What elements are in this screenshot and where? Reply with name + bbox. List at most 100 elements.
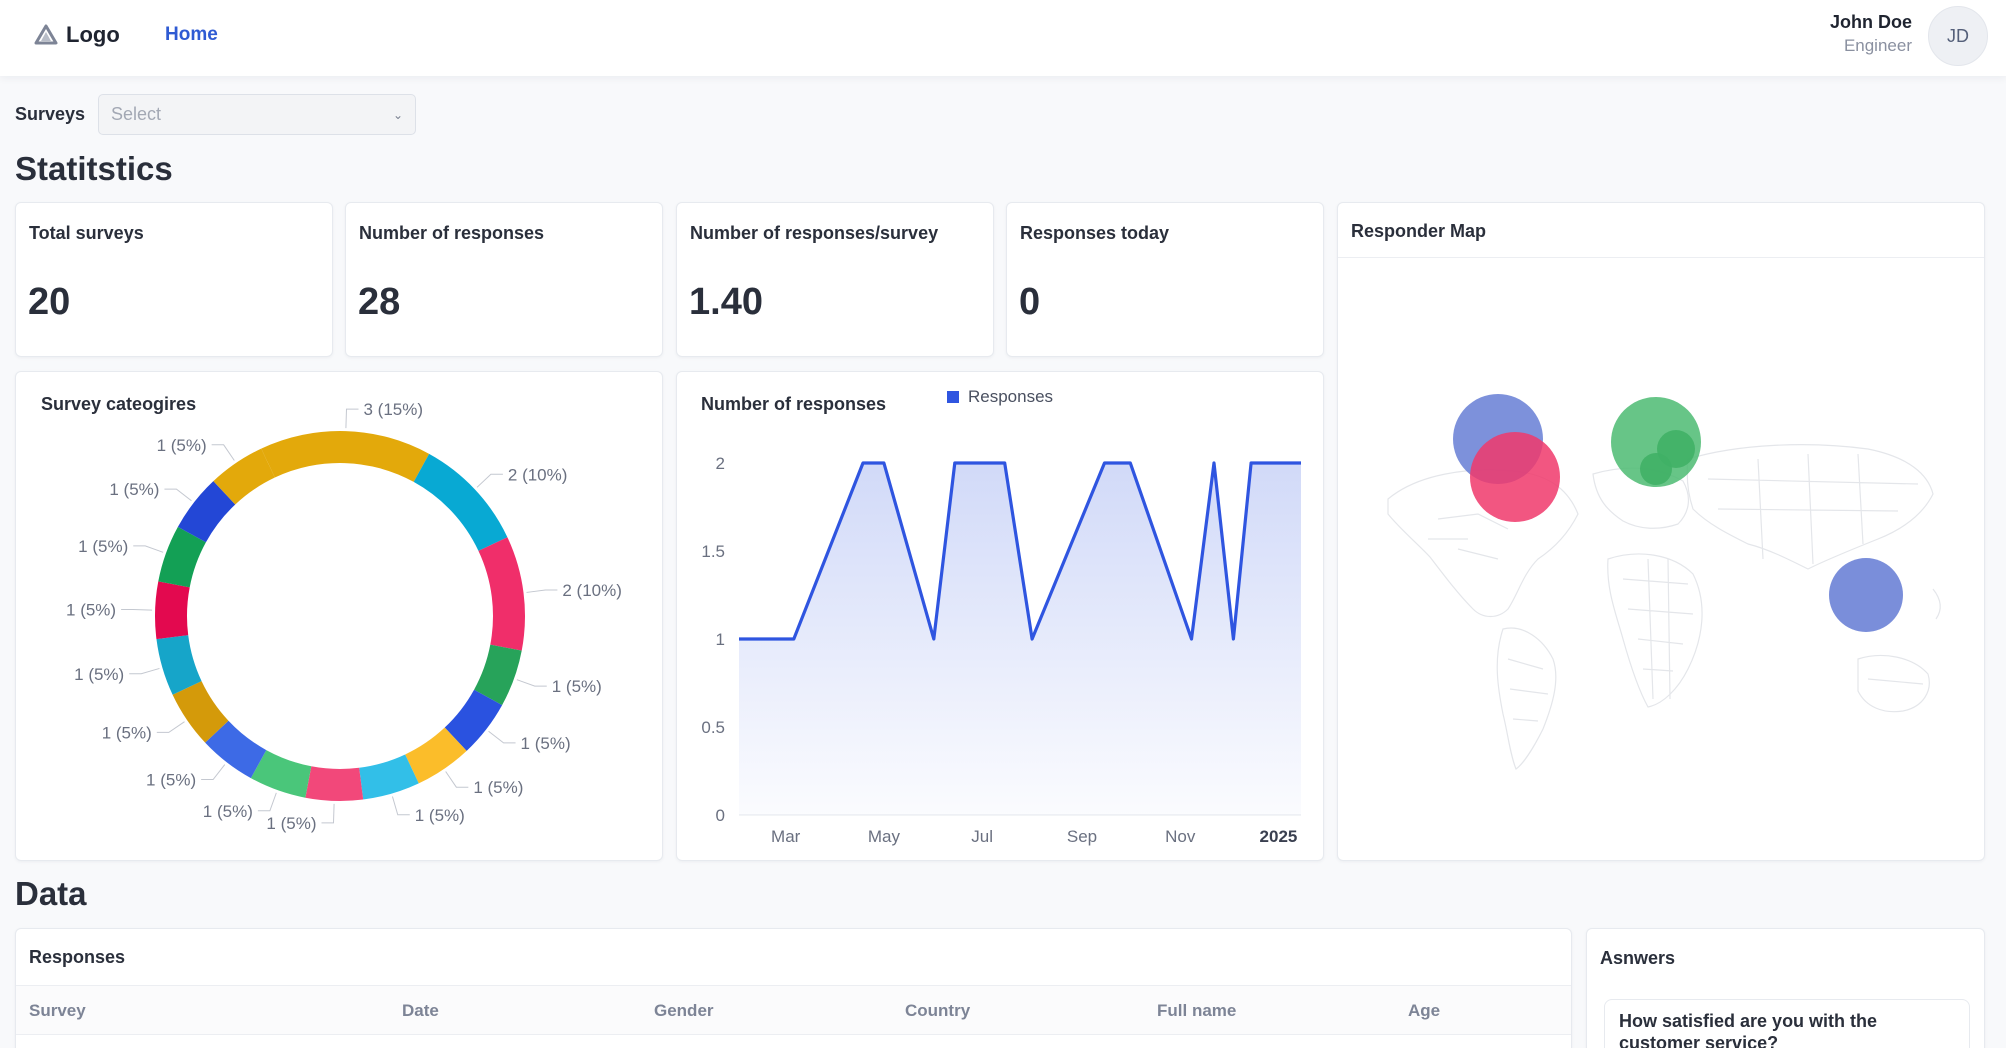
- donut-slice[interactable]: [156, 635, 202, 695]
- legend-swatch: [947, 391, 959, 403]
- x-tick-label: Mar: [771, 827, 801, 846]
- map-bubble[interactable]: [1470, 432, 1560, 522]
- avatar[interactable]: JD: [1928, 6, 1988, 66]
- slice-label: 1 (5%): [473, 778, 523, 797]
- donut-slice[interactable]: [261, 431, 430, 482]
- user-info[interactable]: John Doe Engineer: [1830, 10, 1912, 58]
- stat-card-responses-today: Responses today 0: [1006, 202, 1324, 357]
- answer-item[interactable]: How satisfied are you with the customer …: [1604, 999, 1970, 1048]
- answer-question: How satisfied are you with the customer …: [1619, 1011, 1878, 1048]
- table-header: Survey Date Gender Country Full name Age: [16, 985, 1571, 1035]
- donut-slice[interactable]: [155, 581, 190, 640]
- chart-title: Number of responses: [701, 394, 886, 414]
- donut-slice[interactable]: [405, 727, 467, 784]
- label-leader-line: [164, 488, 192, 502]
- label-leader-line: [488, 730, 516, 744]
- x-tick-label: Nov: [1165, 827, 1196, 846]
- slice-label: 1 (5%): [266, 814, 316, 833]
- surveys-select[interactable]: Select ⌄: [98, 94, 416, 135]
- column-header-full-name[interactable]: Full name: [1157, 1001, 1237, 1020]
- label-leader-line: [516, 679, 547, 687]
- slice-label: 2 (10%): [508, 465, 568, 484]
- stat-card-number-of-responses: Number of responses 28: [345, 202, 663, 357]
- y-tick-label: 2: [716, 454, 725, 473]
- label-leader-line: [445, 771, 469, 788]
- y-tick-label: 0: [716, 806, 725, 825]
- donut-slice[interactable]: [359, 754, 419, 800]
- stat-value: 1.40: [689, 281, 763, 323]
- column-header-gender[interactable]: Gender: [654, 1001, 714, 1020]
- donut-slice[interactable]: [172, 681, 229, 743]
- area-fill: [739, 463, 1301, 815]
- donut-slice[interactable]: [413, 453, 508, 551]
- map-title: Responder Map: [1351, 221, 1487, 241]
- label-leader-line: [129, 667, 160, 675]
- stat-card-responses-per-survey: Number of responses/survey 1.40: [676, 202, 994, 357]
- series-line: [739, 461, 1301, 641]
- responses-line-chart-card: Number of responses Responses 0 0.5 1 1.5 2 …: [676, 371, 1324, 861]
- divider: [1338, 257, 1984, 258]
- surveys-filter-label: Surveys: [15, 104, 86, 124]
- donut-slice[interactable]: [250, 750, 312, 798]
- slice-label: 1 (5%): [146, 771, 196, 790]
- label-leader-line: [476, 473, 503, 488]
- label-leader-line: [133, 545, 164, 553]
- data-heading: Data: [15, 875, 87, 912]
- column-header-age[interactable]: Age: [1408, 1001, 1441, 1020]
- column-header-survey[interactable]: Survey: [29, 1001, 86, 1020]
- label-leader-line: [257, 792, 277, 812]
- legend-label[interactable]: Responses: [968, 387, 1053, 406]
- donut-slice[interactable]: [177, 481, 236, 543]
- stat-title: Responses today: [1020, 223, 1170, 243]
- slice-label: 1 (5%): [552, 677, 602, 696]
- stat-card-total-surveys: Total surveys 20: [15, 202, 333, 357]
- stat-title: Number of responses: [359, 223, 545, 243]
- label-leader-line: [156, 721, 185, 733]
- slice-label: 1 (5%): [109, 480, 159, 499]
- responses-table-card: Responses Survey Date Gender Country Ful…: [15, 928, 1572, 1048]
- donut-slice[interactable]: [444, 689, 503, 751]
- world-map[interactable]: [1338, 259, 1986, 859]
- x-tick-label: May: [868, 827, 901, 846]
- label-leader-line: [201, 764, 226, 781]
- slice-label: 3 (15%): [364, 400, 424, 419]
- column-header-country[interactable]: Country: [905, 1001, 971, 1020]
- donut-slice[interactable]: [478, 537, 525, 651]
- donut-slice[interactable]: [205, 720, 267, 779]
- logo-triangle-icon: [34, 24, 58, 45]
- map-bubble[interactable]: [1640, 453, 1672, 485]
- label-leader-line: [345, 408, 359, 429]
- slice-label: 1 (5%): [102, 723, 152, 742]
- survey-categories-donut-chart[interactable]: Survey cateogires 3 (15%) 2 (10%) 2 (10%) 1…: [16, 372, 664, 862]
- user-role: Engineer: [1843, 36, 1912, 55]
- y-tick-label: 1: [716, 630, 725, 649]
- stat-title: Total surveys: [29, 223, 144, 243]
- y-tick-label: 1.5: [701, 542, 725, 561]
- slice-label: 1 (5%): [415, 806, 465, 825]
- slice-label: 1 (5%): [78, 537, 128, 556]
- x-tick-label: 2025: [1260, 827, 1298, 846]
- y-tick-label: 0.5: [701, 718, 725, 737]
- nav-home-link[interactable]: Home: [165, 24, 218, 45]
- answers-card: Asnwers How satisfied are you with the c…: [1586, 928, 1985, 1048]
- answers-title: Asnwers: [1600, 948, 1676, 968]
- responses-line-chart[interactable]: Number of responses Responses 00.511.52 …: [677, 372, 1325, 862]
- surveys-select-placeholder: Select: [111, 104, 162, 124]
- statistics-heading: Statitstics: [15, 150, 173, 187]
- slice-label: 1 (5%): [203, 802, 253, 821]
- label-leader-line: [321, 803, 335, 824]
- donut-slice[interactable]: [158, 526, 206, 588]
- label-leader-line: [211, 444, 235, 461]
- top-navbar: Logo Home John Doe Engineer JD: [0, 0, 2006, 76]
- slice-label: 1 (5%): [74, 665, 124, 684]
- stat-value: 0: [1019, 281, 1041, 323]
- map-bubble[interactable]: [1829, 558, 1903, 632]
- column-header-date[interactable]: Date: [402, 1001, 439, 1020]
- logo[interactable]: Logo: [34, 22, 120, 48]
- x-tick-label: Sep: [1067, 827, 1097, 846]
- donut-slice[interactable]: [305, 766, 364, 801]
- donut-slice[interactable]: [474, 644, 522, 706]
- table-title: Responses: [29, 947, 126, 967]
- logo-text: Logo: [66, 22, 120, 47]
- donut-slice[interactable]: [213, 448, 275, 505]
